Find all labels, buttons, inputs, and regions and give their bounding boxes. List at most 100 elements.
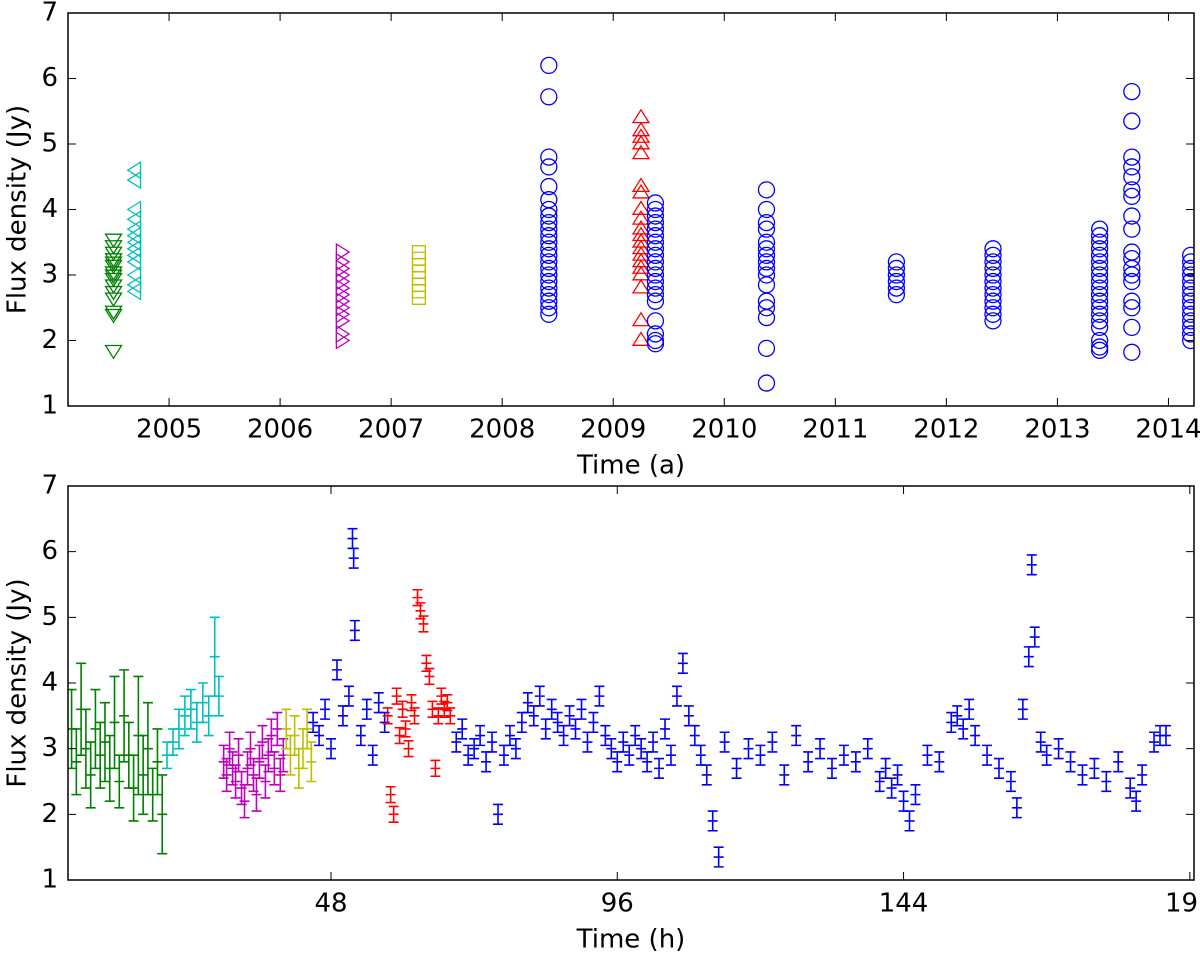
error-bar — [1029, 626, 1040, 648]
y-tick-label: 3 — [41, 260, 58, 290]
marker — [1090, 312, 1109, 330]
marker — [631, 108, 651, 124]
marker — [631, 200, 651, 215]
error-bar — [230, 764, 241, 799]
marker — [335, 331, 351, 350]
y-tick-label: 3 — [41, 733, 58, 763]
error-bar — [445, 707, 456, 725]
error-bar — [683, 705, 694, 727]
error-bar — [570, 718, 581, 740]
error-bar — [388, 805, 399, 824]
error-bar — [85, 741, 96, 809]
error-bar — [618, 731, 629, 753]
marker — [757, 266, 776, 284]
y-tick-label: 1 — [41, 865, 58, 895]
error-bar — [289, 715, 300, 757]
error-bar — [510, 738, 521, 760]
error-bar — [1005, 770, 1016, 793]
error-bar — [504, 724, 515, 747]
marker — [126, 282, 142, 301]
marker — [631, 331, 651, 346]
error-bar — [109, 675, 120, 770]
error-bar — [689, 724, 700, 747]
error-bar — [534, 685, 545, 707]
error-bar — [1023, 646, 1034, 668]
marker — [104, 305, 123, 321]
marker — [126, 210, 142, 229]
marker — [757, 259, 776, 278]
error-bar — [910, 783, 921, 806]
error-bar — [701, 764, 712, 786]
marker — [984, 312, 1002, 330]
error-bar — [528, 705, 539, 727]
y-tick-label: 6 — [41, 63, 58, 93]
y-axis-label: Flux density (Jy) — [3, 105, 33, 314]
error-bar — [227, 751, 238, 786]
error-bar — [636, 738, 647, 760]
error-bar — [191, 701, 202, 743]
error-bar — [803, 751, 814, 773]
y-tick-label: 6 — [41, 536, 58, 566]
y-tick-label: 7 — [41, 471, 58, 501]
error-bar — [1077, 764, 1088, 786]
error-bar — [167, 728, 178, 757]
error-bar — [874, 770, 885, 793]
error-bar — [964, 698, 975, 720]
error-bar — [934, 751, 945, 773]
x-tick-label: 2010 — [691, 415, 757, 445]
error-bar — [119, 669, 130, 763]
error-bar — [826, 757, 837, 780]
marker — [126, 265, 142, 285]
x-tick-label: 2011 — [802, 415, 868, 445]
error-bar — [1113, 751, 1124, 773]
marker — [1123, 266, 1141, 284]
marker — [335, 311, 351, 331]
marker — [540, 191, 558, 209]
error-bar — [326, 738, 337, 760]
x-tick-label: 2005 — [136, 415, 202, 445]
error-bar — [197, 682, 208, 724]
error-bar — [481, 751, 492, 773]
error-bar — [1011, 797, 1022, 819]
error-bar — [695, 744, 706, 766]
marker — [104, 256, 123, 272]
error-bar — [588, 711, 599, 734]
error-bar — [671, 685, 682, 707]
error-bar — [245, 731, 256, 766]
marker — [1123, 220, 1141, 238]
error-bar — [314, 724, 325, 747]
error-bar — [260, 764, 271, 799]
error-bar — [457, 718, 468, 740]
x-tick-label: 2008 — [469, 415, 535, 445]
marker — [1123, 112, 1141, 130]
error-bar — [406, 694, 417, 712]
marker — [126, 200, 142, 219]
error-bar — [308, 711, 319, 734]
y-tick-label: 1 — [41, 391, 58, 421]
error-bar — [767, 731, 778, 753]
marker — [757, 276, 776, 294]
y-tick-label: 4 — [41, 668, 58, 698]
error-bar — [838, 744, 849, 766]
error-bar — [421, 654, 432, 672]
marker — [646, 335, 665, 353]
error-bar — [1089, 757, 1100, 780]
marker — [540, 158, 558, 176]
error-bar — [642, 751, 653, 773]
x-tick-label: 144 — [879, 889, 929, 919]
axes-frame — [67, 485, 1195, 881]
error-bar — [892, 764, 903, 786]
error-bar — [90, 688, 101, 770]
error-bar — [355, 724, 366, 747]
error-bar — [95, 721, 106, 789]
error-bar — [385, 785, 396, 804]
error-bar — [436, 687, 447, 705]
error-bar — [1137, 764, 1148, 786]
error-bar — [263, 738, 274, 773]
error-bar — [173, 708, 184, 750]
marker — [631, 177, 651, 193]
marker — [631, 144, 651, 160]
error-bar — [179, 695, 190, 737]
error-bar — [412, 588, 423, 607]
